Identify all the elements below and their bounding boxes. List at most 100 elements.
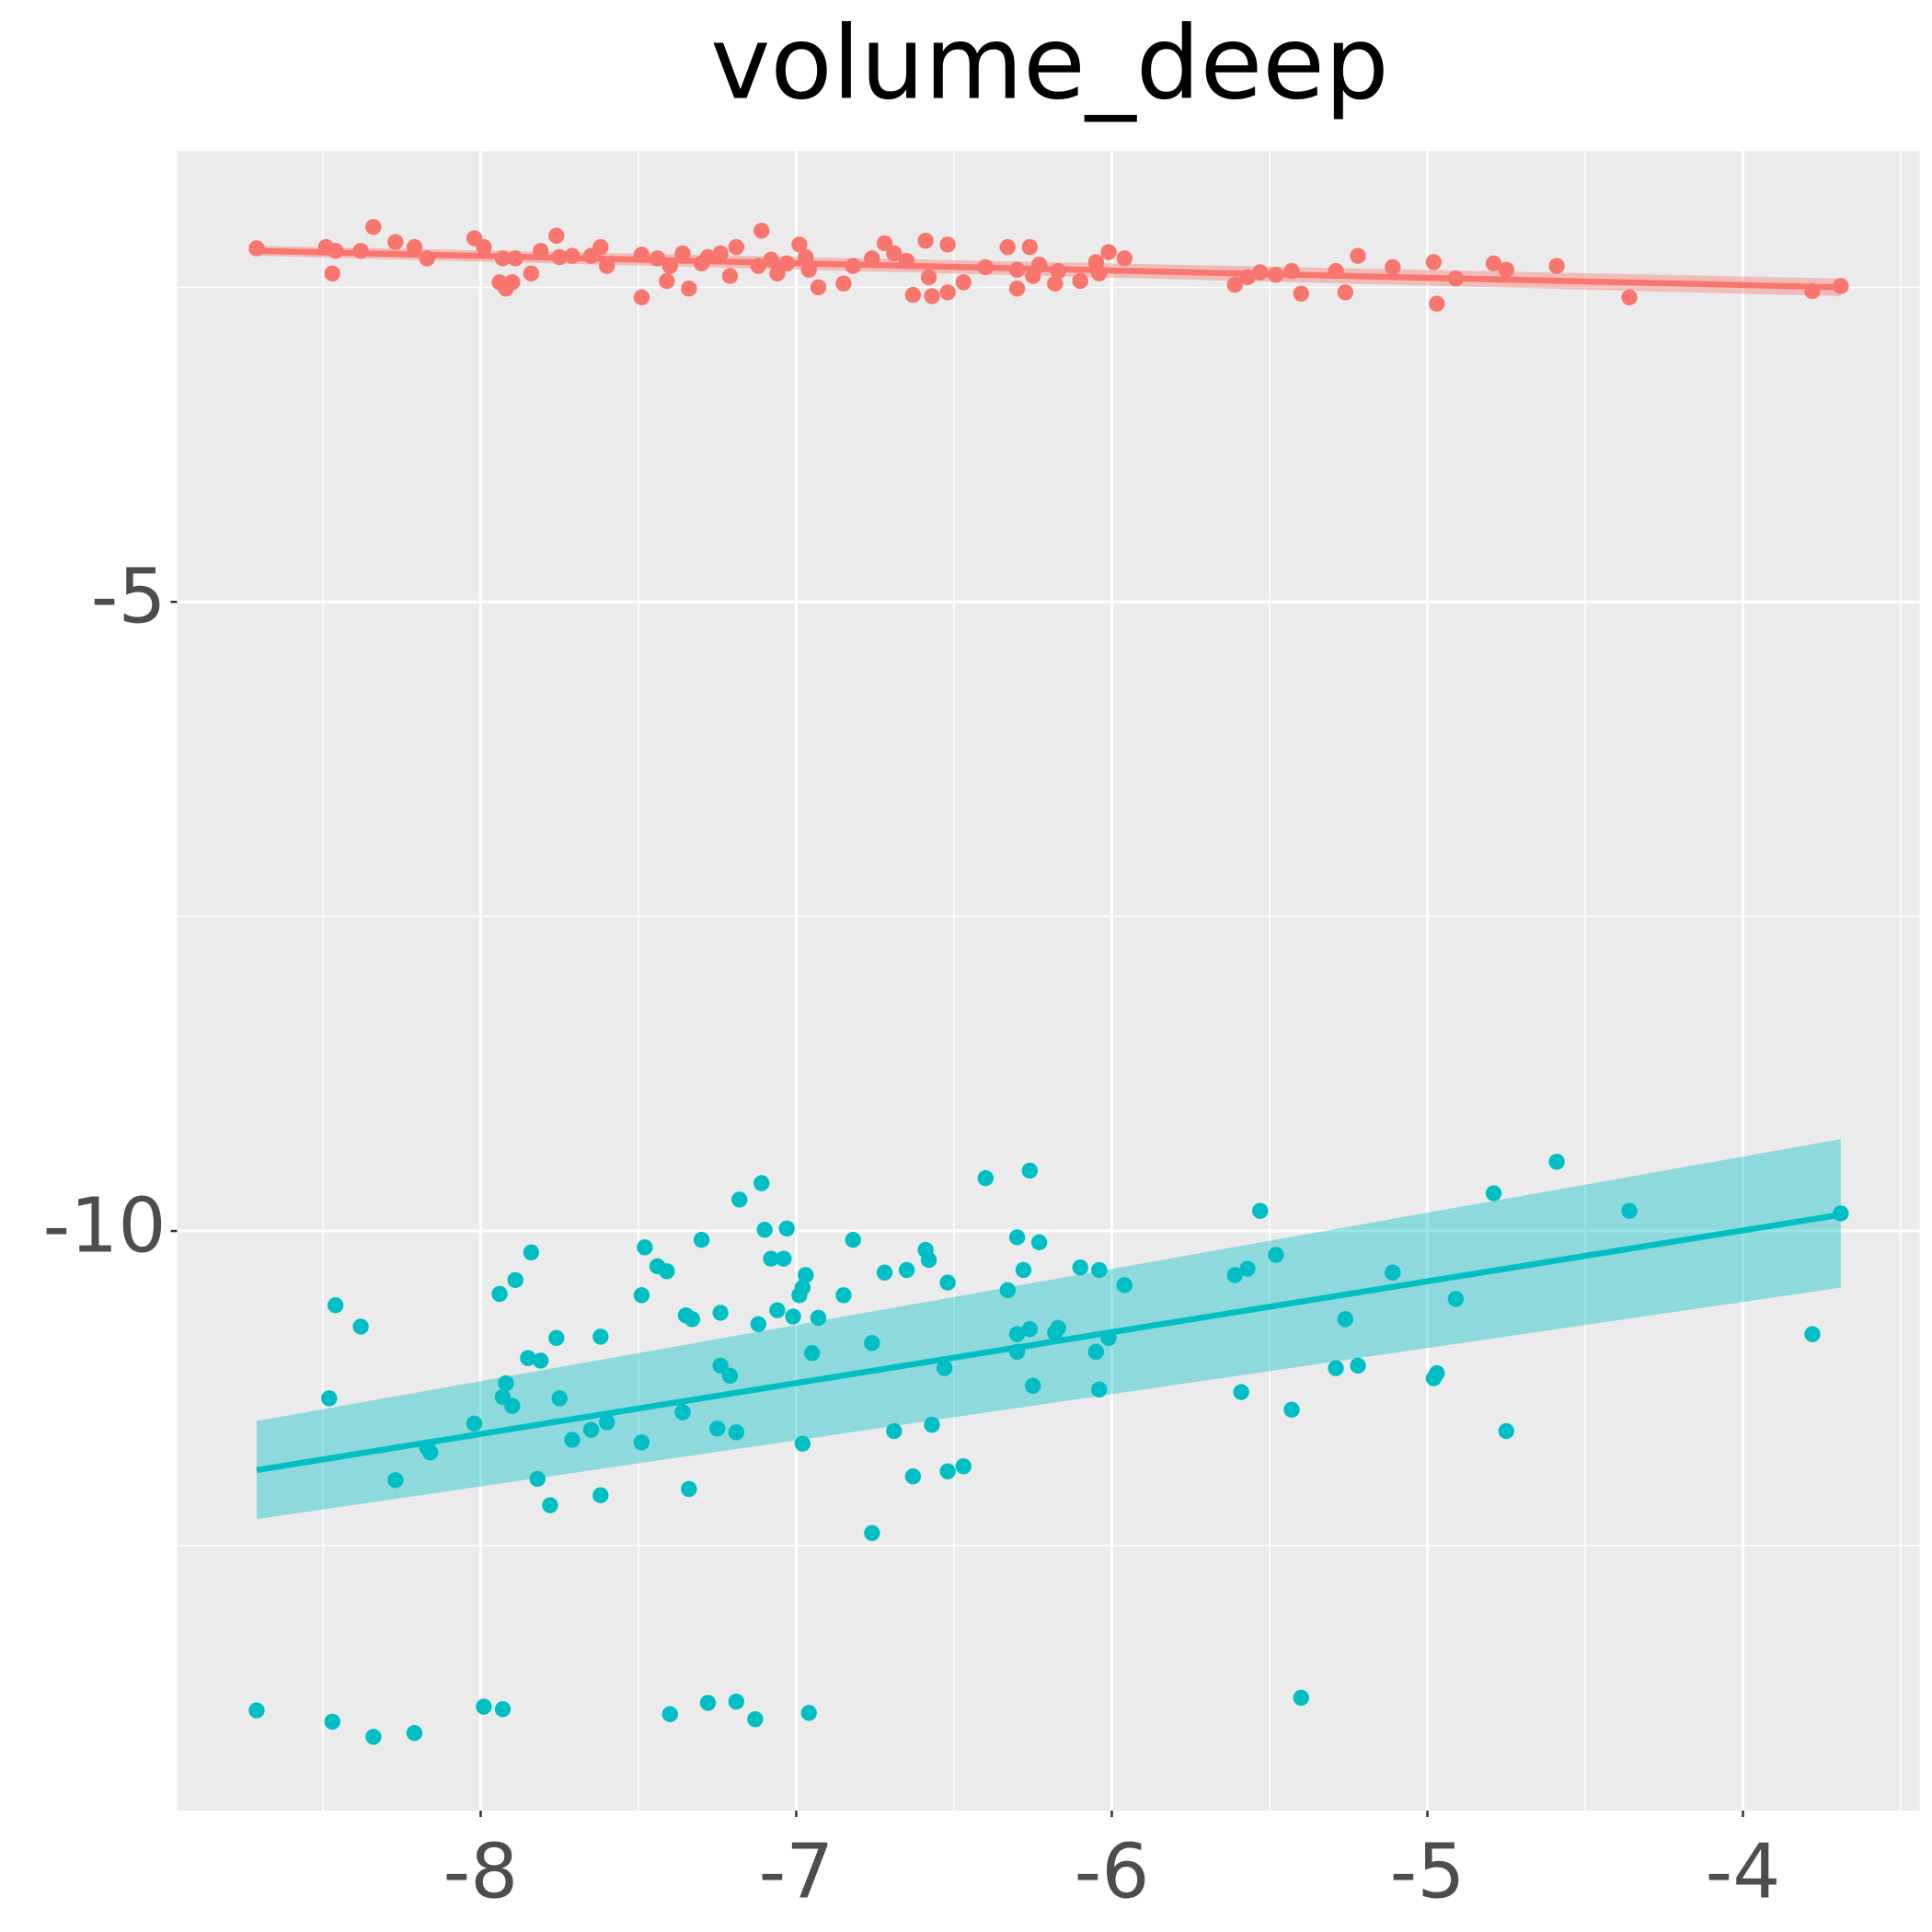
point (476, 238, 492, 256)
fit-line (256, 1212, 1842, 1474)
point (661, 1706, 678, 1722)
point (592, 1487, 609, 1503)
point (1485, 1185, 1502, 1202)
point (999, 1282, 1017, 1299)
point (659, 1263, 675, 1280)
point (753, 223, 770, 239)
point (904, 1468, 922, 1485)
point (798, 1267, 814, 1283)
point (1293, 285, 1310, 302)
x-tick-label: -6 (1075, 1828, 1150, 1915)
point (939, 1463, 956, 1479)
point (1283, 1401, 1300, 1418)
point (582, 1421, 600, 1438)
point (324, 1713, 340, 1731)
point (674, 1404, 691, 1420)
point (504, 274, 521, 291)
point (785, 1308, 801, 1325)
point (548, 1329, 565, 1347)
point (1021, 238, 1039, 256)
point (955, 274, 972, 291)
point (1485, 255, 1502, 272)
point (750, 1316, 767, 1332)
point (728, 1424, 745, 1441)
point (1429, 295, 1445, 312)
point (406, 1725, 423, 1742)
point (387, 1472, 404, 1489)
point (1226, 1267, 1243, 1283)
point (1025, 1377, 1041, 1394)
point (1385, 259, 1401, 276)
point (1447, 1291, 1465, 1307)
point (674, 245, 691, 262)
point (864, 1524, 880, 1541)
point (939, 236, 956, 253)
point (564, 1432, 581, 1448)
point (1047, 275, 1064, 292)
point (917, 233, 934, 249)
point (1239, 1260, 1256, 1277)
point (365, 218, 382, 236)
point (778, 1220, 795, 1237)
y-tick-label: -5 (91, 554, 167, 641)
point (1021, 1162, 1039, 1179)
point (1030, 1234, 1048, 1251)
point (794, 1435, 811, 1452)
point (476, 1698, 492, 1715)
point (791, 236, 808, 253)
point (721, 1367, 739, 1385)
x-tick-label: -4 (1706, 1828, 1781, 1915)
point (592, 1328, 609, 1345)
fit-line (256, 247, 1841, 291)
point (794, 1279, 811, 1296)
point (939, 284, 956, 301)
point (1233, 1384, 1249, 1400)
point (1337, 284, 1354, 301)
point (365, 1729, 382, 1745)
point (776, 1250, 792, 1267)
point (523, 265, 540, 282)
point (803, 1345, 821, 1362)
point (520, 1350, 536, 1366)
point (324, 265, 340, 282)
point (721, 268, 739, 284)
point (886, 245, 903, 262)
point (1328, 1360, 1344, 1376)
point (835, 1287, 852, 1304)
point (728, 238, 745, 256)
point (532, 1352, 549, 1369)
point (421, 1444, 439, 1461)
point (939, 1274, 956, 1291)
chart-title: volume_deep (710, 4, 1389, 121)
point (756, 1221, 773, 1238)
point (491, 1285, 508, 1303)
point (659, 272, 675, 290)
point (529, 1470, 546, 1488)
point (904, 286, 922, 304)
point (1015, 1261, 1032, 1279)
point (876, 235, 893, 252)
point (835, 275, 852, 292)
point (352, 1318, 369, 1335)
point (769, 265, 786, 282)
point (810, 279, 827, 296)
point (955, 1458, 972, 1475)
point (924, 1416, 940, 1433)
point (886, 1422, 903, 1440)
point (1021, 1321, 1039, 1338)
point (1429, 1364, 1445, 1382)
point (1804, 1326, 1821, 1342)
point (1350, 1357, 1366, 1374)
point (1091, 1381, 1108, 1398)
point (1008, 1326, 1026, 1342)
point (1621, 289, 1638, 305)
point (876, 1264, 893, 1281)
point (1116, 250, 1133, 267)
point (728, 1693, 745, 1710)
point (693, 1231, 710, 1248)
point (1337, 1311, 1354, 1328)
point (633, 1287, 650, 1304)
point (753, 1175, 770, 1191)
point (598, 1414, 615, 1431)
point (498, 1374, 514, 1392)
